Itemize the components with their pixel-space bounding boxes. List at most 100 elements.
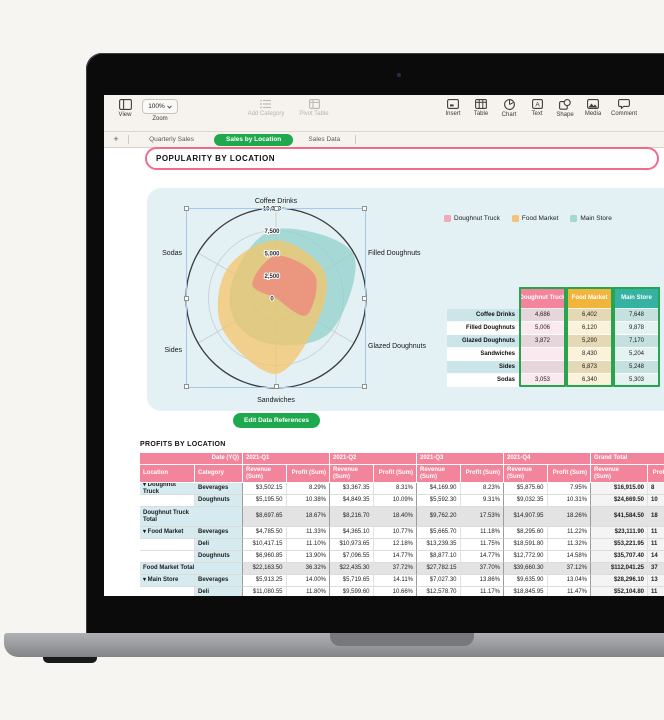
value-cell[interactable]: $9,762.20 <box>417 507 461 527</box>
value-cell[interactable]: $22,163.50 <box>243 563 287 575</box>
value-cell[interactable]: $5,592.30 <box>417 495 461 507</box>
value-cell[interactable]: $4,365.10 <box>330 527 374 539</box>
value-cell[interactable]: $112,041.25 <box>591 563 648 575</box>
title-selection-outline[interactable]: POPULARITY BY LOCATION <box>145 147 659 170</box>
value-cell[interactable]: 14.00% <box>286 575 330 587</box>
value-cell[interactable]: 10.77% <box>373 527 417 539</box>
value-cell[interactable]: 37.72% <box>373 563 417 575</box>
value-cell[interactable]: 10.09% <box>373 495 417 507</box>
mini-table-cell[interactable] <box>519 361 566 374</box>
profit-sum-header[interactable]: Profit (Sum) <box>547 465 591 483</box>
value-cell[interactable]: 9.31% <box>460 495 504 507</box>
category-cell[interactable]: Doughnuts <box>195 495 243 507</box>
value-cell[interactable]: $9,599.60 <box>330 587 374 596</box>
value-cell[interactable]: 11.17% <box>460 587 504 596</box>
value-cell[interactable]: 14.58% <box>547 551 591 563</box>
location-cell[interactable]: ▾ Food Market <box>140 527 195 539</box>
category-cell[interactable]: Beverages <box>195 575 243 587</box>
quarter-group-header[interactable]: 2021-Q4 <box>504 453 591 465</box>
value-cell[interactable]: $11,080.55 <box>243 587 287 596</box>
shape-button[interactable]: Shape <box>552 99 578 118</box>
value-cell[interactable]: 13 <box>648 575 664 587</box>
insert-button[interactable]: Insert <box>440 99 466 118</box>
tab-quarterly-sales[interactable]: Quarterly Sales <box>149 136 194 143</box>
view-button[interactable]: View <box>112 99 138 122</box>
chart-button[interactable]: Chart <box>496 99 522 118</box>
value-cell[interactable]: 36.32% <box>286 563 330 575</box>
value-cell[interactable]: 11.32% <box>547 539 591 551</box>
value-cell[interactable]: 11 <box>648 539 664 551</box>
value-cell[interactable]: 17.53% <box>460 507 504 527</box>
value-cell[interactable]: 11 <box>648 527 664 539</box>
mini-table-header[interactable]: Main Store <box>613 287 660 309</box>
value-cell[interactable]: 11.47% <box>547 587 591 596</box>
mini-table-row-label[interactable]: Glazed Doughnuts <box>447 335 519 348</box>
value-cell[interactable]: 18.40% <box>373 507 417 527</box>
value-cell[interactable]: $9,635.90 <box>504 575 548 587</box>
value-cell[interactable]: 14 <box>648 551 664 563</box>
location-cell[interactable]: ▾ Main Store <box>140 575 195 587</box>
value-cell[interactable]: $39,660.30 <box>504 563 548 575</box>
value-cell[interactable]: 12.18% <box>373 539 417 551</box>
quarter-group-header[interactable]: 2021-Q3 <box>417 453 504 465</box>
text-button[interactable]: A Text <box>524 99 550 118</box>
mini-table-cell[interactable]: 7,648 <box>613 309 660 322</box>
value-cell[interactable]: 11.80% <box>286 587 330 596</box>
value-cell[interactable]: $23,111.90 <box>591 527 648 539</box>
mini-table-row-label[interactable]: Sodas <box>447 374 519 387</box>
mini-table-cell[interactable]: 5,248 <box>613 361 660 374</box>
value-cell[interactable]: 10.31% <box>547 495 591 507</box>
value-cell[interactable]: 7.95% <box>547 483 591 495</box>
value-cell[interactable]: $8,216.70 <box>330 507 374 527</box>
mini-table-cell[interactable]: 5,290 <box>566 335 613 348</box>
location-cell[interactable] <box>140 551 195 563</box>
value-cell[interactable]: 11.10% <box>286 539 330 551</box>
mini-table-cell[interactable]: 5,204 <box>613 348 660 361</box>
mini-table-cell[interactable]: 3,872 <box>519 335 566 348</box>
value-cell[interactable]: $5,913.25 <box>243 575 287 587</box>
value-cell[interactable]: 11.33% <box>286 527 330 539</box>
value-cell[interactable]: $18,591.80 <box>504 539 548 551</box>
value-cell[interactable]: 37.70% <box>460 563 504 575</box>
radar-chart[interactable]: 10,000 7,500 5,000 2,500 0 <box>180 202 372 394</box>
value-cell[interactable]: 8.29% <box>286 483 330 495</box>
mini-table-cell[interactable]: 6,340 <box>566 374 613 387</box>
selection-handle[interactable] <box>362 296 367 301</box>
value-cell[interactable]: 8.23% <box>460 483 504 495</box>
value-cell[interactable]: 18.67% <box>286 507 330 527</box>
mini-table-cell[interactable]: 7,170 <box>613 335 660 348</box>
location-cell[interactable] <box>140 539 195 551</box>
location-cell[interactable] <box>140 587 195 596</box>
comment-button[interactable]: Comment <box>608 99 640 118</box>
mini-table-row-label[interactable]: Sides <box>447 361 519 374</box>
value-cell[interactable]: 11.18% <box>460 527 504 539</box>
value-cell[interactable]: $14,907.95 <box>504 507 548 527</box>
tab-sales-data[interactable]: Sales Data <box>308 136 341 143</box>
profit-sum-header[interactable]: Profit (Sum) <box>460 465 504 483</box>
edit-data-references-button[interactable]: Edit Data References <box>233 413 320 428</box>
value-cell[interactable]: $10,973.65 <box>330 539 374 551</box>
revenue-sum-header[interactable]: Revenue (Sum) <box>504 465 548 483</box>
value-cell[interactable]: $28,296.10 <box>591 575 648 587</box>
mini-table-header[interactable]: Food Market <box>566 287 613 309</box>
revenue-sum-header[interactable]: Revenue (Sum) <box>591 465 648 483</box>
value-cell[interactable]: $5,195.50 <box>243 495 287 507</box>
value-cell[interactable]: 10 <box>648 495 664 507</box>
quarter-group-header[interactable]: 2021-Q2 <box>330 453 417 465</box>
value-cell[interactable]: $35,707.40 <box>591 551 648 563</box>
value-cell[interactable]: 13.86% <box>460 575 504 587</box>
total-row-label[interactable]: Food Market Total <box>140 563 243 575</box>
mini-table-cell[interactable] <box>519 348 566 361</box>
tab-sales-by-location[interactable]: Sales by Location <box>214 133 294 146</box>
selection-handle[interactable] <box>184 206 189 211</box>
value-cell[interactable]: $9,032.35 <box>504 495 548 507</box>
value-cell[interactable]: $18,845.95 <box>504 587 548 596</box>
mini-table-cell[interactable]: 6,402 <box>566 309 613 322</box>
mini-table-row-label[interactable]: Coffee Drinks <box>447 309 519 322</box>
value-cell[interactable]: $12,578.70 <box>417 587 461 596</box>
mini-table-cell[interactable]: 3,053 <box>519 374 566 387</box>
value-cell[interactable]: $41,584.50 <box>591 507 648 527</box>
value-cell[interactable]: $7,027.30 <box>417 575 461 587</box>
mini-table-header[interactable]: Doughnut Truck <box>519 287 566 309</box>
location-cell[interactable]: ▾ Doughnut Truck <box>140 483 195 495</box>
